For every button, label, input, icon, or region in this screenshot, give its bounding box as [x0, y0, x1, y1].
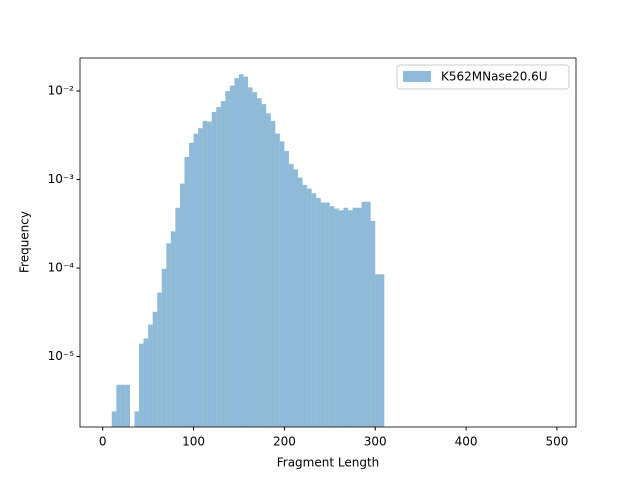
bar [252, 92, 258, 428]
bar [166, 243, 171, 427]
bar [307, 188, 312, 427]
bar [157, 292, 162, 427]
bar [152, 311, 158, 427]
bar [338, 210, 344, 427]
x-tick-label: 500 [545, 435, 568, 449]
bar [198, 128, 203, 427]
bar [334, 208, 339, 427]
bar [143, 338, 149, 427]
y-axis-label: Frequency [18, 211, 32, 273]
bar [120, 384, 126, 427]
bar [311, 193, 317, 427]
x-tick-label: 300 [364, 435, 387, 449]
bar [279, 141, 285, 427]
x-tick-label: 200 [273, 435, 296, 449]
bar [202, 120, 208, 427]
bar [293, 169, 299, 427]
bar [275, 133, 280, 427]
bar [320, 202, 326, 427]
bar [220, 101, 226, 427]
bar [211, 111, 217, 427]
bar [161, 268, 167, 427]
bar [329, 206, 335, 427]
bar [148, 324, 153, 427]
legend-box [396, 64, 570, 90]
bar [229, 85, 235, 427]
bar [357, 207, 362, 427]
bar [170, 231, 176, 427]
bar [347, 210, 353, 427]
x-tick-label: 0 [99, 435, 107, 449]
bar [125, 384, 130, 427]
bar [375, 274, 380, 427]
bar [302, 184, 308, 427]
bar [370, 220, 376, 427]
y-tick-label: 10⁻⁵ [48, 349, 75, 363]
bar [261, 104, 267, 427]
bar [316, 197, 321, 427]
bar [379, 274, 385, 427]
legend-swatch [403, 71, 431, 82]
bar [116, 384, 121, 427]
bar [139, 343, 144, 427]
bar [352, 207, 358, 427]
bar [134, 411, 140, 427]
bar [343, 207, 348, 427]
y-tick-label: 10⁻⁴ [48, 261, 75, 275]
bar [193, 133, 199, 427]
bar [184, 156, 190, 428]
x-tick-label: 100 [182, 435, 205, 449]
x-axis-label: Fragment Length [277, 456, 380, 470]
y-tick-label: 10⁻² [48, 84, 75, 98]
bar [366, 201, 371, 427]
bar [216, 106, 221, 427]
bar [288, 163, 294, 427]
bar [207, 121, 212, 427]
bar [179, 183, 185, 427]
bar [325, 202, 330, 427]
bar [238, 74, 244, 427]
bar [257, 98, 262, 427]
bar [270, 120, 276, 427]
bar [189, 142, 194, 427]
bar [111, 411, 117, 427]
legend-label: K562MNase20.6U [441, 70, 548, 84]
x-tick-label: 400 [455, 435, 478, 449]
bar [243, 76, 249, 427]
bar [361, 201, 367, 427]
bar [266, 113, 271, 427]
y-tick-label: 10⁻³ [48, 172, 75, 186]
bar [248, 87, 253, 427]
bar [225, 91, 230, 428]
plot-frame [79, 57, 577, 428]
bar [175, 207, 180, 427]
bar [234, 78, 239, 428]
bar [298, 177, 303, 427]
bar [284, 151, 289, 428]
